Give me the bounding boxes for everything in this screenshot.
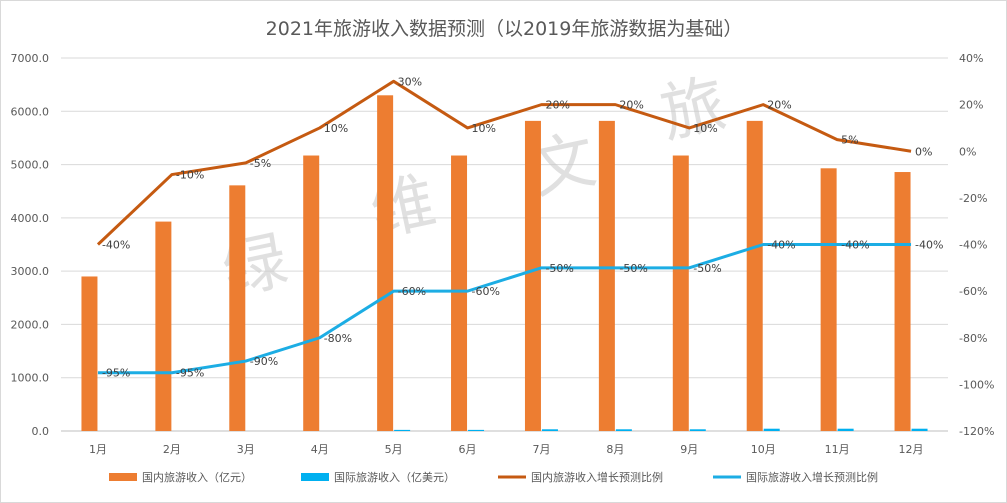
bar-domestic-revenue xyxy=(377,95,394,432)
left-axis-tick: 5000.0 xyxy=(11,159,50,172)
legend-swatch-domestic-revenue xyxy=(109,473,137,481)
data-label-international-growth: -90% xyxy=(250,355,278,368)
left-axis-tick: 1000.0 xyxy=(11,372,50,385)
data-label-domestic-growth: 10% xyxy=(472,122,496,135)
x-axis-tick: 1月 xyxy=(89,443,107,456)
bar-international-revenue xyxy=(615,429,632,431)
right-axis-tick: -80% xyxy=(959,332,987,345)
bar-international-revenue xyxy=(394,429,411,431)
left-axis-tick: 3000.0 xyxy=(11,265,50,278)
data-label-international-growth: -60% xyxy=(472,285,500,298)
right-axis-tick: 40% xyxy=(959,52,983,65)
data-label-domestic-growth: 10% xyxy=(693,122,717,135)
right-axis-tick: -120% xyxy=(959,425,994,438)
bars xyxy=(81,95,928,432)
x-axis: 1月 2月 3月 4月 5月 6月 7月 8月 9月 10月 11月 12月 xyxy=(89,443,924,456)
x-axis-tick: 4月 xyxy=(311,443,329,456)
x-axis-tick: 5月 xyxy=(385,443,403,456)
line-domestic-growth xyxy=(96,79,912,246)
legend: 国内旅游收入（亿元） 国际旅游收入（亿美元） 国内旅游收入增长预测比例 国际旅游… xyxy=(109,470,878,484)
bar-domestic-revenue xyxy=(81,276,98,431)
data-label-international-growth: -50% xyxy=(693,262,721,275)
legend-label-domestic-growth: 国内旅游收入增长预测比例 xyxy=(531,470,663,484)
lines xyxy=(96,79,912,375)
right-axis-tick: -60% xyxy=(959,285,987,298)
legend-swatch-international-revenue xyxy=(301,473,329,481)
data-label-international-growth: -60% xyxy=(398,285,426,298)
data-label-domestic-growth: 20% xyxy=(767,99,791,112)
watermark: 绿 维 文 旅 xyxy=(216,67,732,310)
x-axis-tick: 2月 xyxy=(163,443,181,456)
data-label-domestic-growth: -5% xyxy=(250,157,271,170)
data-label-international-growth: -80% xyxy=(324,332,352,345)
bar-domestic-revenue xyxy=(155,221,172,431)
left-axis-tick: 2000.0 xyxy=(11,318,50,331)
watermark-char: 旅 xyxy=(654,67,732,153)
bar-domestic-revenue xyxy=(229,185,246,431)
right-axis-tick: -40% xyxy=(959,239,987,252)
bar-international-revenue xyxy=(541,429,558,431)
x-axis-tick: 9月 xyxy=(680,443,698,456)
x-axis-tick: 6月 xyxy=(459,443,477,456)
data-label-domestic-growth: -40% xyxy=(102,239,130,252)
left-axis-tick: 0.0 xyxy=(32,425,50,438)
bar-international-revenue xyxy=(689,429,706,431)
x-axis-tick: 10月 xyxy=(751,443,776,456)
left-axis-tick: 4000.0 xyxy=(11,212,50,225)
bar-domestic-revenue xyxy=(820,168,837,431)
watermark-char: 维 xyxy=(364,165,442,251)
bar-international-revenue xyxy=(763,428,780,431)
bar-international-revenue xyxy=(468,429,485,431)
data-label-international-growth: -50% xyxy=(545,262,573,275)
x-axis-tick: 7月 xyxy=(532,443,550,456)
right-axis-tick: 20% xyxy=(959,99,983,112)
data-label-domestic-growth: 0% xyxy=(915,145,932,158)
bar-domestic-revenue xyxy=(894,172,911,431)
left-axis: 0.0 1000.0 2000.0 3000.0 4000.0 5000.0 6000.0 7… xyxy=(11,52,50,438)
data-label-international-growth: -95% xyxy=(176,367,204,380)
legend-label-international-revenue: 国际旅游收入（亿美元） xyxy=(334,470,455,484)
data-label-domestic-growth: 5% xyxy=(841,134,858,147)
data-label-international-growth: -40% xyxy=(841,239,869,252)
bar-domestic-revenue xyxy=(598,120,615,432)
bar-domestic-revenue xyxy=(451,155,468,431)
bar-international-revenue xyxy=(837,428,854,431)
right-axis-tick: -20% xyxy=(959,192,987,205)
left-axis-tick: 6000.0 xyxy=(11,105,50,118)
chart-title: 2021年旅游收入数据预测（以2019年旅游数据为基础） xyxy=(266,18,743,40)
bar-domestic-revenue xyxy=(524,120,541,432)
watermark-char: 绿 xyxy=(216,224,294,310)
right-axis-tick: 0% xyxy=(959,145,976,158)
data-label-domestic-growth: -10% xyxy=(176,169,204,182)
legend-label-domestic-revenue: 国内旅游收入（亿元） xyxy=(142,470,252,484)
right-axis-tick: -100% xyxy=(959,378,994,391)
data-labels: -40% -10% -5% 10% 30% 10% 20% 20% 10% 20% 5% 0% -95%… xyxy=(102,75,944,379)
bar-international-revenue xyxy=(911,428,928,431)
data-label-international-growth: -95% xyxy=(102,367,130,380)
legend-label-international-growth: 国际旅游收入增长预测比例 xyxy=(746,470,878,484)
data-label-domestic-growth: 20% xyxy=(545,99,569,112)
data-label-international-growth: -40% xyxy=(915,239,943,252)
gridlines xyxy=(61,57,948,432)
data-label-international-growth: -40% xyxy=(767,239,795,252)
data-label-domestic-growth: 20% xyxy=(619,99,643,112)
bar-domestic-revenue xyxy=(672,155,689,431)
data-label-domestic-growth: 30% xyxy=(398,75,422,88)
x-axis-tick: 12月 xyxy=(899,443,924,456)
x-axis-tick: 11月 xyxy=(825,443,850,456)
data-label-international-growth: -50% xyxy=(619,262,647,275)
bar-domestic-revenue xyxy=(746,120,763,432)
x-axis-tick: 3月 xyxy=(237,443,255,456)
line-international-growth xyxy=(97,243,912,375)
data-label-domestic-growth: 10% xyxy=(324,122,348,135)
left-axis-tick: 7000.0 xyxy=(11,52,50,65)
right-axis: -120% -100% -80% -60% -40% -20% 0% 20% 40% xyxy=(959,52,994,438)
x-axis-tick: 8月 xyxy=(606,443,624,456)
bar-domestic-revenue xyxy=(303,155,320,431)
